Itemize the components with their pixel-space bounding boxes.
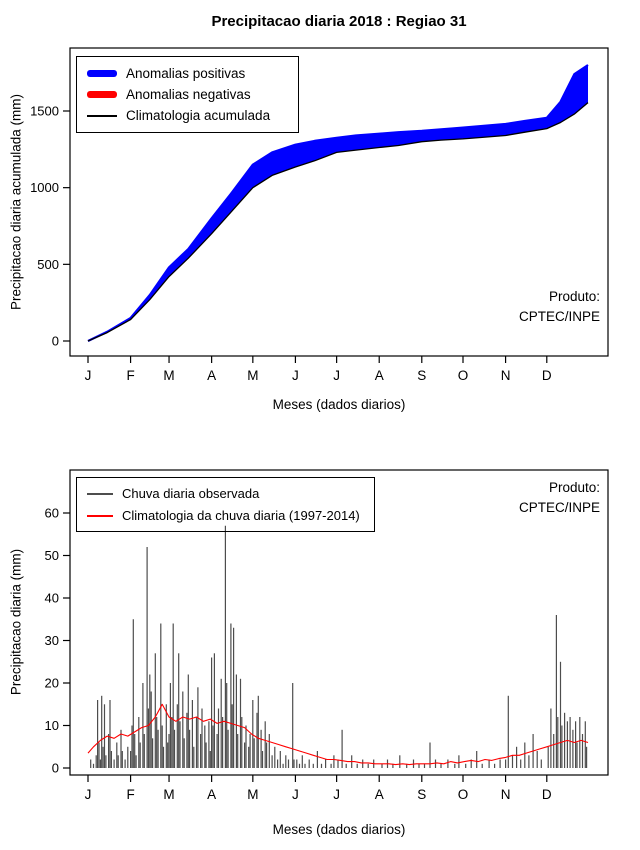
produto-annotation-top: Produto: CPTEC/INPE [340, 287, 600, 327]
cumulative-chart: 0 500 1000 1500 J F M A M J J A S O N D [30, 47, 609, 383]
daily-x-axis-label: Meses (dados diarios) [272, 822, 406, 837]
svg-text:A: A [207, 787, 216, 802]
svg-text:J: J [292, 787, 299, 802]
svg-text:J: J [292, 368, 299, 383]
legend-item-negative-anomalies: Anomalias negativas [87, 87, 270, 102]
svg-text:A: A [375, 368, 384, 383]
svg-text:D: D [542, 368, 552, 383]
svg-text:S: S [417, 787, 426, 802]
legend-label-negative-anomalies: Anomalias negativas [126, 87, 251, 102]
svg-text:0: 0 [52, 334, 59, 349]
legend-item-observed-rain: Chuva diaria observada [87, 486, 360, 501]
svg-text:30: 30 [45, 633, 59, 648]
legend-label-observed-rain: Chuva diaria observada [122, 486, 260, 501]
legend-label-climatology-accumulated: Climatologia acumulada [126, 108, 271, 123]
cumulative-y-axis-label: Precipitacao diaria acumulada (mm) [8, 93, 24, 311]
daily-climatology-swatch [87, 514, 113, 517]
svg-text:J: J [85, 787, 92, 802]
svg-text:1500: 1500 [30, 104, 59, 119]
legend-label-daily-climatology: Climatologia da chuva diaria (1997-2014) [122, 508, 360, 523]
produto-annotation-bottom: Produto: CPTEC/INPE [340, 478, 600, 518]
legend-label-positive-anomalies: Anomalias positivas [126, 66, 246, 81]
svg-text:M: M [247, 368, 258, 383]
svg-text:F: F [126, 368, 134, 383]
svg-text:A: A [207, 368, 216, 383]
cumulative-x-axis-label: Meses (dados diarios) [272, 397, 406, 412]
svg-text:20: 20 [45, 676, 59, 691]
produto-line-1: Produto: [548, 289, 600, 304]
observed-rain-swatch [87, 492, 113, 495]
svg-text:S: S [417, 368, 426, 383]
svg-text:J: J [85, 368, 92, 383]
daily-y-axis-label: Precipitacao diaria (mm) [8, 548, 24, 696]
svg-text:M: M [163, 787, 174, 802]
negative-anomaly-swatch [87, 91, 117, 98]
svg-text:D: D [542, 787, 552, 802]
daily-legend: Chuva diaria observada Climatologia da c… [76, 477, 375, 532]
svg-text:N: N [501, 787, 511, 802]
produto-line-2: CPTEC/INPE [518, 309, 600, 324]
svg-text:N: N [501, 368, 511, 383]
chart-title: Precipitacao diaria 2018 : Regiao 31 [211, 13, 467, 30]
svg-text:A: A [375, 787, 384, 802]
svg-text:40: 40 [45, 591, 59, 606]
climatology-line-swatch [87, 114, 117, 117]
svg-text:M: M [247, 787, 258, 802]
svg-text:1000: 1000 [30, 180, 59, 195]
svg-text:O: O [458, 368, 469, 383]
daily-chart: 0 10 20 30 40 50 60 J F M A M J J A S O N D [45, 469, 609, 802]
legend-item-daily-climatology: Climatologia da chuva diaria (1997-2014) [87, 508, 360, 523]
svg-text:50: 50 [45, 548, 59, 563]
svg-text:500: 500 [37, 257, 59, 272]
svg-text:O: O [458, 787, 469, 802]
svg-text:J: J [333, 368, 340, 383]
svg-text:0: 0 [52, 761, 59, 776]
cumulative-legend: Anomalias positivas Anomalias negativas … [76, 56, 300, 133]
svg-text:60: 60 [45, 506, 59, 521]
produto-line-1: Produto: [548, 480, 600, 495]
produto-line-2: CPTEC/INPE [518, 500, 600, 515]
svg-text:M: M [163, 368, 174, 383]
positive-anomaly-swatch [87, 70, 117, 77]
legend-item-positive-anomalies: Anomalias positivas [87, 66, 270, 81]
svg-text:10: 10 [45, 718, 59, 733]
svg-text:J: J [333, 787, 340, 802]
legend-item-climatology-accumulated: Climatologia acumulada [87, 108, 270, 123]
svg-text:F: F [126, 787, 134, 802]
